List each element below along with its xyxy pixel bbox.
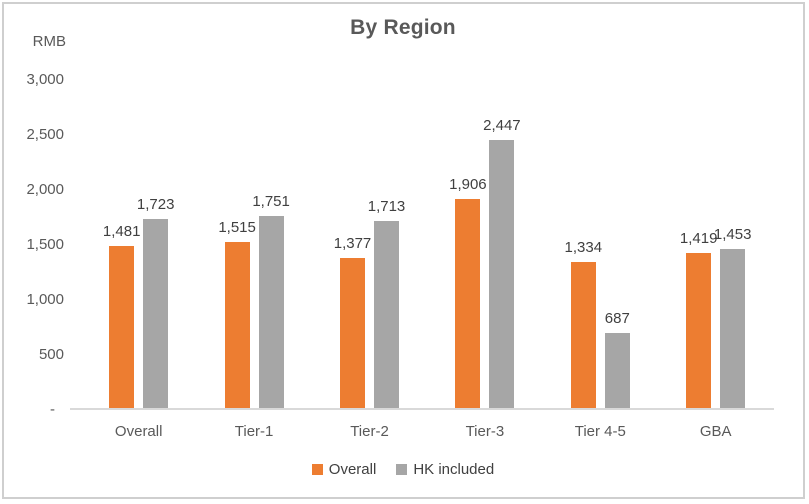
legend-item-hk-included: HK included (396, 461, 494, 478)
bar-overall (686, 252, 712, 409)
x-category-label: GBA (699, 423, 732, 440)
legend-label-overall: Overall (328, 461, 377, 478)
bar-value-label: 1,713 (367, 197, 406, 215)
legend-label-hk-included: HK included (413, 461, 495, 478)
bar-hk-included (489, 139, 515, 409)
bar-hk-included (604, 333, 630, 409)
x-category-label: Overall (114, 423, 163, 440)
bar-hk-included (143, 219, 169, 409)
bar-overall (109, 246, 135, 409)
legend-swatch-overall (311, 464, 323, 475)
bar-overall (455, 199, 481, 409)
x-axis-line (70, 408, 774, 410)
legend-item-overall: Overall (311, 461, 377, 478)
x-category-label: Tier-3 (465, 423, 505, 440)
x-category-label: Tier-2 (350, 423, 389, 440)
bar-value-label: 1,723 (136, 196, 175, 214)
bar-value-label: 1,419 (679, 229, 718, 247)
bar-value-label: 1,751 (252, 193, 290, 211)
bar-value-label: 1,481 (102, 223, 141, 241)
bar-value-label: 687 (604, 310, 630, 328)
y-tick-label: 1,000 (26, 291, 64, 308)
x-category-label: Tier 4-5 (574, 423, 626, 440)
bar-value-label: 2,447 (483, 116, 521, 134)
legend: Overall HK included (0, 461, 806, 478)
bar-value-label: 1,377 (333, 234, 372, 252)
bar-value-label: 1,906 (449, 176, 487, 194)
y-tick-label: 500 (38, 346, 64, 363)
bar-overall (340, 257, 365, 409)
chart-title: By Region (350, 16, 456, 39)
chart-outer-border (2, 2, 805, 499)
y-tick-label: 1,500 (26, 236, 64, 253)
y-tick-label: 2,000 (26, 181, 64, 198)
y-tick-label: - (50, 401, 55, 418)
y-axis-unit-label: RMB (32, 33, 66, 50)
x-category-label: Tier-1 (234, 423, 274, 440)
y-tick-label: 3,000 (26, 71, 64, 88)
legend-swatch-hk-included (396, 464, 408, 475)
bar-value-label: 1,515 (218, 219, 256, 237)
bar-overall (570, 262, 596, 409)
bar-hk-included (720, 249, 746, 409)
y-tick-label: 2,500 (26, 126, 64, 143)
bar-value-label: 1,453 (713, 226, 752, 244)
bar-overall (224, 242, 250, 409)
bar-hk-included (374, 220, 399, 409)
bar-value-label: 1,334 (564, 239, 603, 257)
bar-hk-included (258, 216, 284, 409)
